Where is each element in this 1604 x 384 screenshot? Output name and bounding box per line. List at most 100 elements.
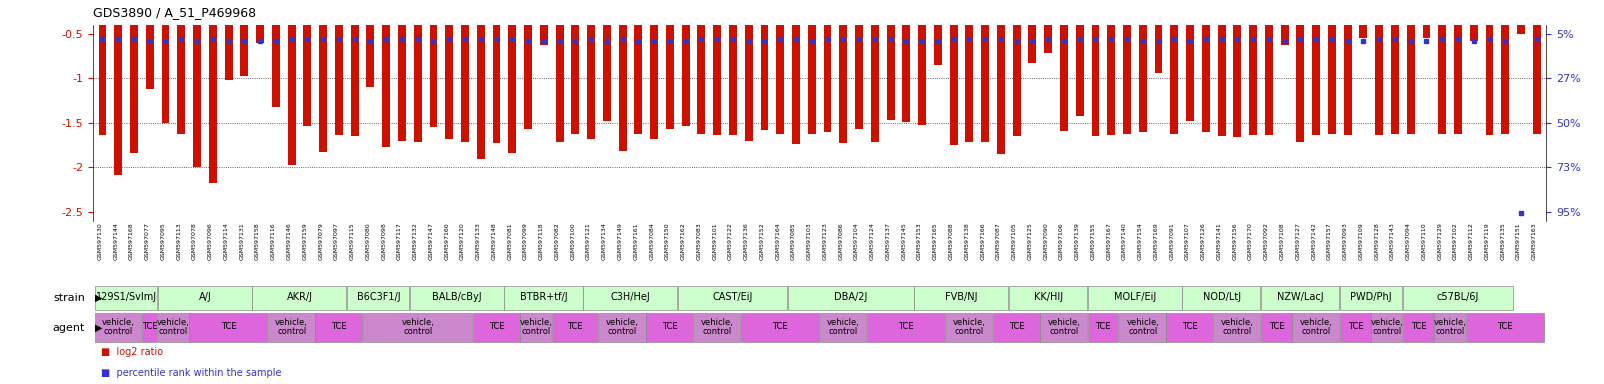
Text: GSM597086: GSM597086 [839, 222, 844, 260]
Bar [162, 0, 170, 123]
Text: TCE: TCE [330, 323, 346, 331]
Bar [1293, 313, 1339, 342]
Text: GSM597126: GSM597126 [1201, 222, 1206, 260]
Text: GSM597127: GSM597127 [1296, 222, 1301, 260]
Bar [1214, 313, 1261, 342]
Text: BTBR+tf/J: BTBR+tf/J [520, 293, 568, 303]
Bar [1166, 313, 1213, 342]
Bar [1344, 0, 1352, 135]
Bar [993, 313, 1039, 342]
Bar [114, 0, 122, 175]
Text: vehicle,
control: vehicle, control [520, 318, 552, 336]
Text: GSM597162: GSM597162 [680, 222, 685, 260]
Bar [903, 0, 911, 122]
Text: GSM597080: GSM597080 [366, 222, 371, 260]
Text: GSM597154: GSM597154 [1137, 222, 1142, 260]
Text: GSM597081: GSM597081 [507, 222, 512, 260]
Bar [192, 0, 200, 167]
Bar [157, 286, 252, 310]
Text: agent: agent [53, 323, 85, 333]
Text: NOD/LtJ: NOD/LtJ [1203, 293, 1240, 303]
Text: GSM597113: GSM597113 [176, 222, 181, 260]
Bar [792, 0, 800, 144]
Text: GSM597136: GSM597136 [744, 222, 749, 260]
Bar [257, 0, 265, 43]
Bar [1439, 0, 1447, 134]
Text: vehicle,
control: vehicle, control [1434, 318, 1466, 336]
Bar [914, 286, 1009, 310]
Bar [555, 0, 563, 142]
Bar [619, 0, 627, 151]
Text: GSM597148: GSM597148 [491, 222, 497, 260]
Text: GDS3890 / A_51_P469968: GDS3890 / A_51_P469968 [93, 6, 257, 19]
Bar [1501, 0, 1509, 134]
Bar [351, 0, 359, 136]
Text: A/J: A/J [199, 293, 212, 303]
Text: GSM597133: GSM597133 [476, 222, 481, 260]
Bar [1028, 0, 1036, 63]
Bar [887, 0, 895, 120]
Bar [1312, 0, 1320, 135]
Bar [998, 0, 1004, 154]
Text: c57BL/6J: c57BL/6J [1437, 293, 1479, 303]
Bar [1041, 313, 1088, 342]
Bar [430, 0, 438, 127]
Text: PWD/PhJ: PWD/PhJ [1351, 293, 1392, 303]
Bar [678, 286, 788, 310]
Text: GSM597167: GSM597167 [1107, 222, 1112, 260]
Text: GSM597153: GSM597153 [917, 222, 922, 260]
Text: GSM597104: GSM597104 [853, 222, 860, 260]
Bar [917, 0, 926, 125]
Text: GSM597163: GSM597163 [1532, 222, 1537, 260]
Text: TCE: TCE [568, 323, 584, 331]
Bar [411, 286, 504, 310]
Text: GSM597151: GSM597151 [1516, 222, 1521, 260]
Bar [95, 286, 157, 310]
Text: GSM597128: GSM597128 [1375, 222, 1379, 260]
Text: GSM597156: GSM597156 [1232, 222, 1237, 260]
Text: GSM597150: GSM597150 [666, 222, 670, 260]
Text: GSM597147: GSM597147 [428, 222, 433, 260]
Text: strain: strain [53, 293, 85, 303]
Bar [476, 0, 484, 159]
Bar [552, 313, 598, 342]
Text: GSM597129: GSM597129 [1437, 222, 1442, 260]
Text: GSM597161: GSM597161 [634, 222, 638, 260]
Bar [252, 286, 346, 310]
Text: GSM597134: GSM597134 [602, 222, 606, 260]
Text: GSM597159: GSM597159 [303, 222, 308, 260]
Text: GSM597168: GSM597168 [128, 222, 135, 260]
Text: GSM597166: GSM597166 [980, 222, 985, 260]
Bar [1266, 0, 1274, 135]
Bar [820, 313, 866, 342]
Bar [1404, 313, 1434, 342]
Text: GSM597131: GSM597131 [239, 222, 244, 260]
Bar [1009, 286, 1088, 310]
Text: GSM597091: GSM597091 [1169, 222, 1174, 260]
Bar [871, 0, 879, 142]
Bar [1328, 0, 1336, 134]
Bar [268, 313, 314, 342]
Bar [446, 0, 454, 139]
Bar [584, 286, 677, 310]
Text: C3H/HeJ: C3H/HeJ [611, 293, 650, 303]
Bar [520, 313, 552, 342]
Text: GSM597121: GSM597121 [585, 222, 592, 260]
Text: GSM597149: GSM597149 [618, 222, 622, 260]
Bar [473, 313, 520, 342]
Text: GSM597122: GSM597122 [728, 222, 733, 260]
Bar [1044, 0, 1052, 53]
Bar [666, 0, 674, 129]
Text: FVB/NJ: FVB/NJ [945, 293, 978, 303]
Bar [1261, 313, 1291, 342]
Bar [303, 0, 311, 126]
Bar [823, 0, 831, 132]
Text: GSM597152: GSM597152 [759, 222, 765, 260]
Bar [1123, 0, 1131, 134]
Text: GSM597085: GSM597085 [791, 222, 796, 260]
Bar [460, 0, 468, 142]
Bar [788, 286, 914, 310]
Text: TCE: TCE [221, 323, 236, 331]
Text: ▶: ▶ [95, 323, 103, 333]
Bar [366, 0, 374, 87]
